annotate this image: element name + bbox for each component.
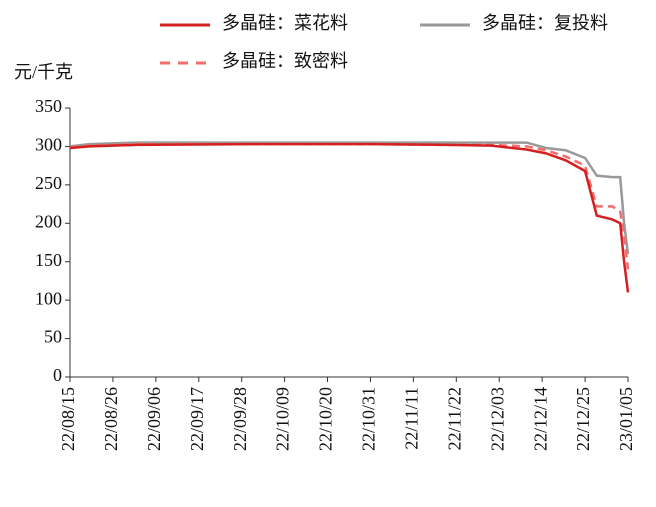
legend-label: 多晶硅：菜花料 — [222, 13, 348, 33]
x-tick-label: 22/12/14 — [530, 387, 550, 451]
series-line — [69, 142, 630, 293]
x-tick-label: 22/10/31 — [359, 387, 379, 451]
y-tick-label: 300 — [35, 135, 62, 155]
y-tick-label: 0 — [53, 365, 62, 385]
x-tick-label: 22/12/03 — [487, 387, 507, 451]
x-tick-label: 22/11/22 — [444, 387, 464, 450]
x-tick-label: 22/10/09 — [273, 387, 293, 451]
x-tick-label: 22/11/11 — [402, 387, 422, 450]
y-axis-label: 元/千克 — [14, 62, 73, 82]
y-tick-label: 150 — [35, 250, 62, 270]
x-tick-label: 22/08/26 — [101, 387, 121, 451]
legend-label: 多晶硅：致密料 — [222, 51, 348, 71]
x-tick-label: 22/09/17 — [187, 387, 207, 451]
series-line — [69, 142, 630, 270]
y-tick-label: 200 — [35, 211, 62, 231]
x-tick-label: 22/12/25 — [573, 387, 593, 451]
y-tick-label: 250 — [35, 173, 62, 193]
x-tick-label: 22/09/06 — [144, 387, 164, 451]
x-tick-label: 22/08/15 — [58, 387, 78, 451]
legend-label: 多晶硅：复投料 — [482, 13, 608, 33]
x-tick-label: 22/09/28 — [230, 387, 250, 451]
x-tick-label: 23/01/05 — [616, 387, 636, 451]
y-tick-label: 50 — [44, 327, 62, 347]
series-line — [69, 141, 630, 255]
x-tick-label: 22/10/20 — [316, 387, 336, 451]
y-tick-label: 350 — [35, 96, 62, 116]
y-tick-label: 100 — [35, 288, 62, 308]
